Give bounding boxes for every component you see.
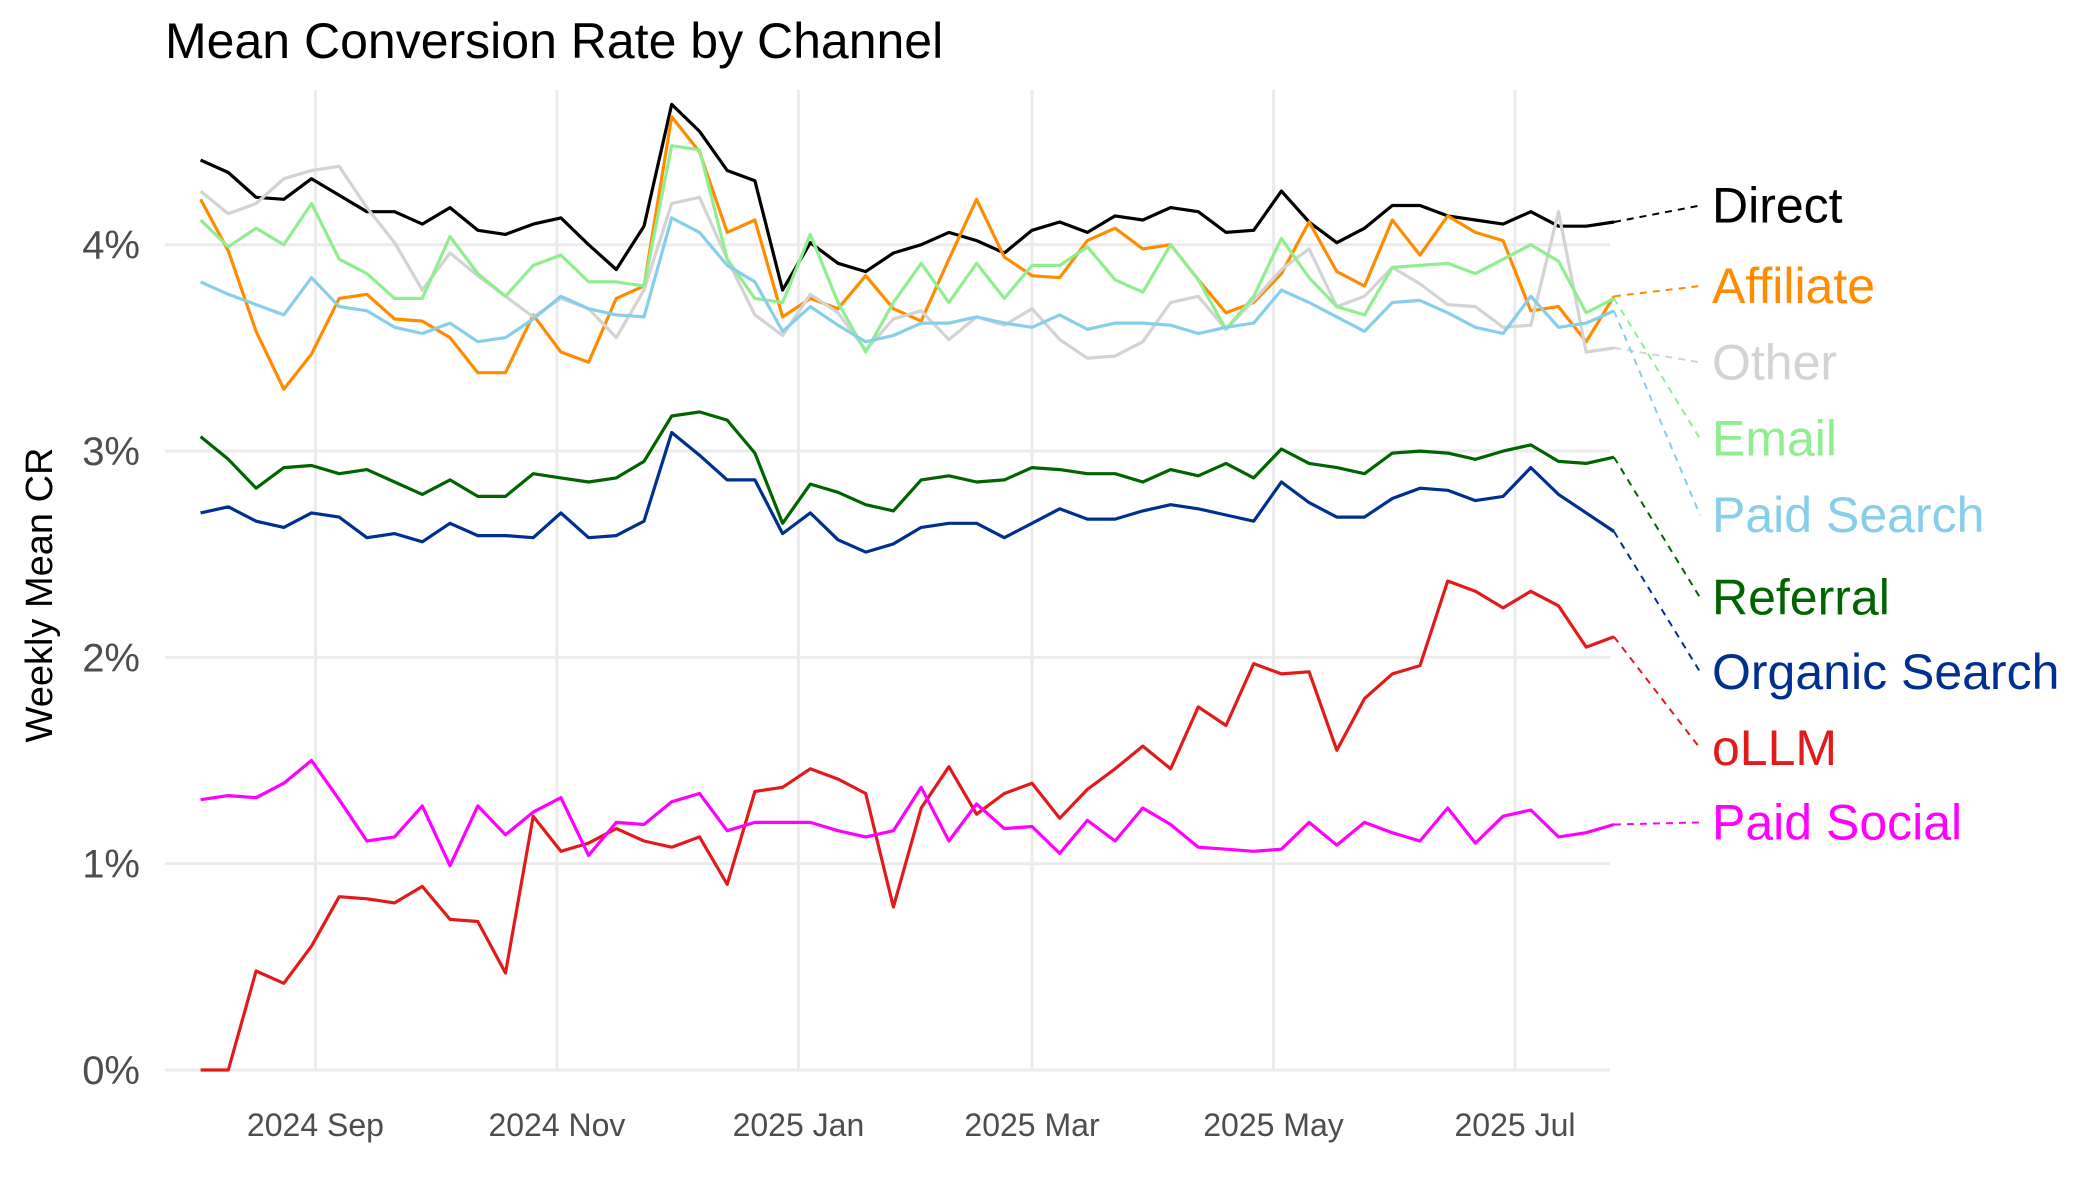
x-tick-label: 2025 Mar xyxy=(964,1107,1100,1143)
label-leader-affiliate xyxy=(1613,285,1701,298)
series-line-email xyxy=(199,144,1615,354)
legend: Direct Affiliate Other Email Paid Search Refe… xyxy=(1613,178,2059,850)
label-leader-direct xyxy=(1613,204,1701,224)
series-line-ollm xyxy=(200,579,1615,1072)
series-label-other: Other xyxy=(1712,334,1837,390)
y-tick-label: 1% xyxy=(82,843,140,887)
y-tick-label: 3% xyxy=(82,430,140,474)
series-line-referral xyxy=(199,410,1615,525)
x-tick-label: 2025 May xyxy=(1203,1107,1344,1143)
label-leader-email xyxy=(1613,297,1701,440)
label-leader-referral xyxy=(1613,456,1701,599)
series-label-direct: Direct xyxy=(1712,178,1843,234)
series-line-organic-search xyxy=(200,430,1615,554)
x-axis: 2024 Sep 2024 Nov 2025 Jan 2025 Mar 2025 May… xyxy=(247,1107,1576,1143)
series-lines xyxy=(199,102,1616,1072)
series-line-other xyxy=(199,164,1615,360)
series-label-ollm: oLLM xyxy=(1712,720,1837,776)
label-leader-ollm xyxy=(1613,636,1701,749)
series-label-paid-social: Paid Social xyxy=(1712,794,1962,850)
label-leader-paid-search xyxy=(1613,310,1701,516)
x-tick-label: 2025 Jul xyxy=(1454,1107,1575,1143)
series-label-affiliate: Affiliate xyxy=(1712,258,1875,314)
y-axis-label: Weekly Mean CR xyxy=(19,448,61,743)
series-line-affiliate xyxy=(199,115,1616,391)
chart-title: Mean Conversion Rate by Channel xyxy=(165,13,943,69)
series-label-email: Email xyxy=(1712,411,1837,467)
label-leader-paid-social xyxy=(1613,821,1701,826)
y-axis: 0% 1% 2% 3% 4% xyxy=(82,224,140,1093)
grid xyxy=(165,90,1610,1072)
x-tick-label: 2025 Jan xyxy=(733,1107,865,1143)
label-leader-organic-search xyxy=(1613,530,1701,673)
x-tick-label: 2024 Nov xyxy=(488,1107,625,1143)
series-line-paid-social xyxy=(200,758,1615,868)
series-line-direct xyxy=(199,102,1615,292)
series-label-paid-search: Paid Search xyxy=(1712,487,1984,543)
series-label-referral: Referral xyxy=(1712,570,1890,626)
x-tick-label: 2024 Sep xyxy=(247,1107,384,1143)
label-leader-other xyxy=(1613,346,1701,364)
y-tick-label: 2% xyxy=(82,636,140,680)
series-label-organic-search: Organic Search xyxy=(1712,644,2059,700)
y-tick-label: 0% xyxy=(82,1049,140,1093)
series-line-paid-search xyxy=(199,216,1615,344)
y-tick-label: 4% xyxy=(82,224,140,268)
